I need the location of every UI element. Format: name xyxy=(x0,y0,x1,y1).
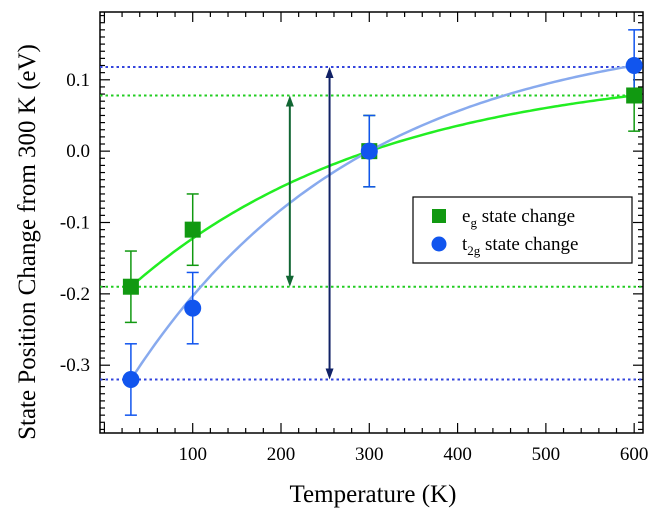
x-tick-label: 400 xyxy=(443,444,472,465)
x-tick-label: 600 xyxy=(620,444,649,465)
legend-label: eg state change xyxy=(462,206,575,230)
y-tick-label: -0.1 xyxy=(60,213,90,234)
range-arrows xyxy=(285,66,334,380)
data-point-square xyxy=(122,278,139,295)
fit-curve xyxy=(130,94,633,288)
x-tick-label: 300 xyxy=(355,444,384,465)
legend-marker-circle xyxy=(431,236,447,252)
x-axis-title: Temperature (K) xyxy=(290,481,457,508)
data-point-circle xyxy=(184,299,202,317)
arrow-head-down xyxy=(285,275,294,287)
reference-lines xyxy=(100,65,643,381)
x-tick-label: 100 xyxy=(178,444,207,465)
data-point-circle xyxy=(122,370,140,388)
x-tick-label: 200 xyxy=(267,444,296,465)
legend-box xyxy=(412,196,633,264)
arrow-head-up xyxy=(285,95,294,107)
legend-label: t2g state change xyxy=(462,234,578,258)
y-tick-label: 0.0 xyxy=(66,141,90,162)
y-tick-label: -0.2 xyxy=(60,284,90,305)
data-points xyxy=(122,57,643,388)
arrow-head-up xyxy=(325,66,334,78)
x-tick-label: 500 xyxy=(532,444,561,465)
y-tick-label: -0.3 xyxy=(60,355,90,376)
x-tick-labels: 100 200 300 400 500 600 xyxy=(178,444,648,465)
arrow-head-down xyxy=(325,368,334,380)
data-point-circle xyxy=(625,57,643,75)
axis-ticks xyxy=(100,12,643,433)
y-tick-labels: -0.3 -0.2 -0.1 0.0 0.1 xyxy=(60,70,90,376)
fit-curves xyxy=(129,64,633,381)
data-point-square xyxy=(626,87,643,104)
legend: eg state change t2g state change xyxy=(412,196,633,264)
y-tick-label: 0.1 xyxy=(66,70,90,91)
legend-marker-square xyxy=(432,209,446,223)
y-axis-title: State Position Change from 300 K (eV) xyxy=(14,44,41,440)
data-point-square xyxy=(184,221,201,238)
fit-curve xyxy=(129,64,633,381)
data-point-circle xyxy=(360,142,378,160)
